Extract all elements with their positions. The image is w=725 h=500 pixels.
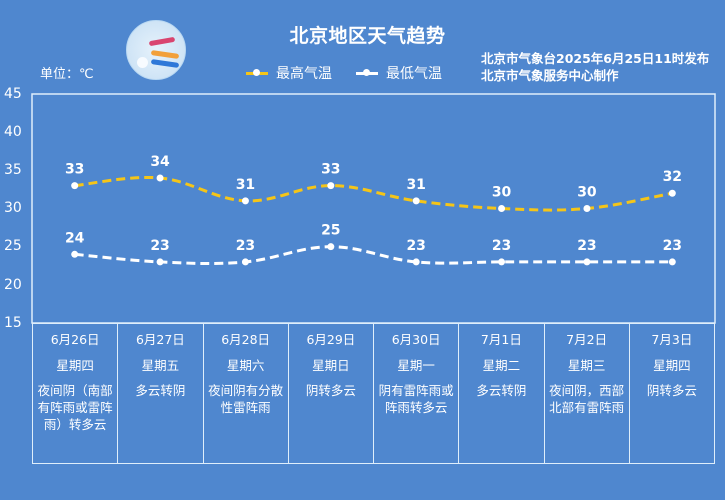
issuer-info: 北京市气象台2025年6月25日11时发布 北京市气象服务中心制作 [481, 50, 709, 84]
legend-low-line-icon [356, 68, 378, 76]
data-point [156, 258, 164, 266]
data-label: 32 [663, 169, 682, 185]
data-label: 23 [663, 238, 682, 254]
legend-item-low: 最低气温 [356, 63, 442, 83]
data-label: 23 [577, 238, 596, 254]
forecast-date: 6月29日 [306, 332, 356, 347]
title-text: 北京地区天气趋势 [289, 25, 446, 47]
forecast-weekday: 星期二 [482, 358, 521, 373]
forecast-description: 阴转多云 [646, 383, 697, 398]
data-label: 23 [492, 238, 511, 254]
data-point [498, 205, 506, 212]
data-point [583, 205, 591, 212]
data-label: 23 [406, 238, 425, 254]
forecast-day: 7月3日 星期四 阴转多云 [629, 324, 715, 464]
forecast-description: 夜间阴，西部北部有雷阵雨 [549, 383, 625, 415]
unit-label: 单位：℃ [40, 67, 94, 82]
legend-high-label: 最高气温 [276, 66, 332, 82]
data-point [327, 243, 335, 251]
data-label: 33 [65, 162, 84, 178]
meteorological-service-logo-icon [126, 20, 186, 80]
legend-item-high: 最高气温 [246, 63, 332, 83]
forecast-weekday: 星期四 [56, 358, 94, 373]
forecast-day: 6月28日 星期六 夜间阴有分散性雷阵雨 [203, 324, 289, 464]
forecast-date: 7月3日 [651, 332, 693, 347]
data-point [498, 258, 506, 266]
y-tick: 35 [4, 162, 22, 178]
forecast-date: 6月27日 [135, 332, 185, 347]
issuer-line-2: 北京市气象服务中心制作 [481, 68, 619, 83]
data-label: 30 [577, 185, 597, 201]
series-line [74, 245, 673, 266]
logo-ball [137, 57, 148, 68]
data-label: 31 [236, 177, 255, 193]
y-tick: 20 [4, 277, 22, 293]
forecast-date: 6月26日 [50, 332, 100, 347]
forecast-day: 6月27日 星期五 多云转阴 [118, 324, 204, 464]
data-point [241, 197, 249, 205]
data-point [327, 182, 335, 190]
data-point [156, 174, 164, 182]
issuer-line-1: 北京市气象台2025年6月25日11时发布 [481, 51, 710, 66]
data-label: 23 [150, 238, 169, 254]
forecast-date: 7月2日 [566, 332, 608, 347]
data-label: 25 [321, 223, 340, 239]
data-label: 33 [321, 162, 340, 178]
data-point [668, 258, 676, 266]
forecast-date: 6月28日 [221, 332, 271, 347]
data-point [412, 258, 420, 266]
legend-high-line-icon [246, 68, 268, 76]
forecast-day: 6月30日 星期一 阴有雷阵雨或阵雨转多云 [374, 324, 460, 464]
y-tick: 15 [4, 315, 22, 331]
data-label: 24 [65, 230, 85, 246]
data-label: 30 [492, 185, 512, 201]
data-label: 31 [406, 177, 425, 193]
forecast-weekday: 星期一 [397, 358, 435, 373]
forecast-description: 夜间阴（南部有阵雨或雷阵雨）转多云 [37, 383, 113, 432]
forecast-day: 6月26日 星期四 夜间阴（南部有阵雨或雷阵雨）转多云 [32, 324, 119, 464]
data-label: 23 [236, 238, 255, 254]
high-temp-series: 33 34 31 33 31 30 30 32 [65, 154, 682, 212]
data-point [241, 258, 249, 266]
forecast-date: 6月30日 [391, 332, 441, 347]
chart-frame [31, 93, 716, 324]
data-point [412, 197, 420, 205]
forecast-date: 7月1日 [480, 332, 522, 347]
forecast-description: 多云转阴 [476, 383, 527, 398]
legend-low-label: 最低气温 [386, 66, 442, 82]
forecast-description: 阴转多云 [305, 383, 356, 398]
forecast-description: 夜间阴有分散性雷阵雨 [208, 383, 284, 415]
y-tick: 25 [4, 238, 22, 254]
y-tick: 45 [4, 86, 22, 102]
forecast-description: 多云转阴 [135, 383, 186, 398]
forecast-weekday: 星期五 [141, 358, 180, 373]
forecast-day: 6月29日 星期日 阴转多云 [288, 324, 374, 464]
y-tick: 40 [4, 124, 22, 140]
data-point [71, 250, 79, 258]
data-point [583, 258, 591, 266]
forecast-weekday: 星期四 [653, 358, 691, 373]
series-line [74, 175, 673, 212]
low-temp-series: 24 23 23 25 23 23 23 23 [65, 223, 682, 266]
y-tick: 30 [4, 200, 22, 216]
data-label: 34 [150, 154, 170, 170]
forecast-weekday: 星期三 [567, 358, 606, 373]
data-point [668, 189, 676, 197]
forecast-day: 7月2日 星期三 夜间阴，西部北部有雷阵雨 [544, 324, 630, 464]
data-point [71, 182, 79, 190]
forecast-weekday: 星期六 [226, 358, 265, 373]
forecast-description: 阴有雷阵雨或阵雨转多云 [378, 383, 454, 415]
forecast-weekday: 星期日 [312, 358, 350, 373]
forecast-table: 6月26日 星期四 夜间阴（南部有阵雨或雷阵雨）转多云 6月27日 星期五 多云… [32, 323, 715, 464]
forecast-day: 7月1日 星期二 多云转阴 [459, 324, 545, 464]
page-title: 北京地区天气趋势 [0, 21, 725, 48]
